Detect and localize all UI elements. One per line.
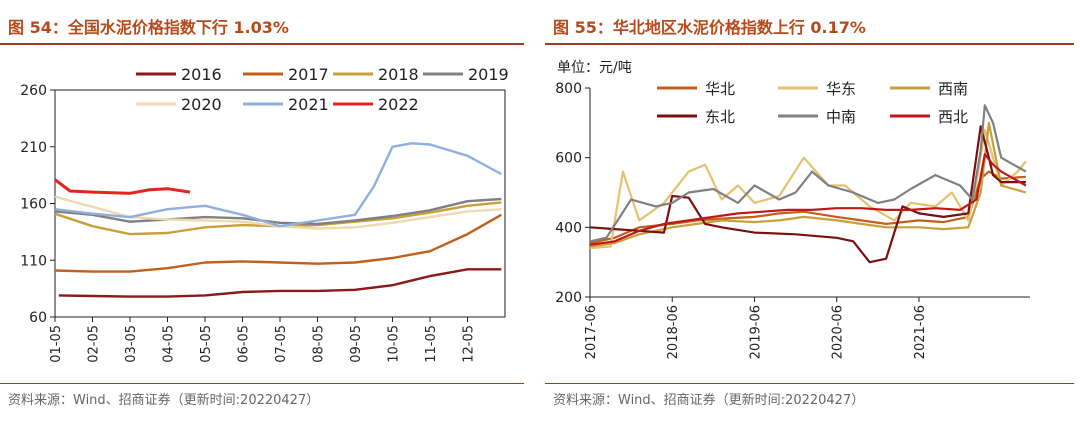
source-rule bbox=[0, 383, 524, 384]
legend-label-2018: 2018 bbox=[378, 65, 419, 84]
y-tick-label: 260 bbox=[20, 83, 47, 99]
series-line-2021 bbox=[54, 142, 502, 228]
legend-label-中南: 中南 bbox=[826, 108, 856, 126]
legend-label-2020: 2020 bbox=[181, 95, 222, 114]
unit-label: 单位：元/吨 bbox=[557, 60, 632, 76]
y-tick-label: 210 bbox=[20, 140, 47, 156]
source-rule bbox=[545, 383, 1074, 384]
y-tick-label: 110 bbox=[20, 253, 47, 269]
legend-label-华东: 华东 bbox=[826, 80, 856, 98]
x-tick-label: 08-05 bbox=[312, 325, 327, 363]
x-tick-label: 09-05 bbox=[349, 325, 364, 363]
legend-label-2022: 2022 bbox=[378, 95, 419, 114]
plot-area bbox=[54, 89, 506, 318]
x-tick-label: 12-05 bbox=[462, 325, 477, 363]
x-tick-label: 01-05 bbox=[49, 325, 64, 363]
title-rule bbox=[545, 43, 1074, 45]
legend-label-2021: 2021 bbox=[288, 95, 329, 114]
x-tick-label: 2019-06 bbox=[748, 305, 763, 359]
y-tick-label: 60 bbox=[29, 310, 47, 326]
series-line-西北 bbox=[589, 153, 1027, 246]
y-tick-label: 800 bbox=[555, 81, 582, 97]
x-tick-label: 06-05 bbox=[237, 325, 252, 363]
y-tick-label: 600 bbox=[555, 151, 582, 167]
x-tick-label: 2021-06 bbox=[913, 305, 928, 359]
series-line-2018 bbox=[54, 201, 502, 236]
series-line-东北 bbox=[589, 125, 1026, 264]
title-rule bbox=[0, 43, 524, 45]
figure-title: 图 55：华北地区水泥价格指数上行 0.17% bbox=[553, 18, 866, 37]
x-tick-label: 07-05 bbox=[274, 325, 289, 363]
x-tick-label: 10-05 bbox=[387, 325, 402, 363]
chart-panel-national: 图 54：全国水泥价格指数下行 1.03% 260 210 160 110 60 01-0… bbox=[0, 0, 530, 422]
x-tick-label: 2018-06 bbox=[666, 305, 681, 359]
x-tick-label: 11-05 bbox=[424, 325, 439, 363]
x-tick-label: 2017-06 bbox=[584, 305, 599, 359]
series-line-西南 bbox=[589, 121, 1027, 248]
series-line-2022 bbox=[54, 178, 191, 195]
chart-panel-north-china: 图 55：华北地区水泥价格指数上行 0.17% 单位：元/吨 800 600 400 2… bbox=[545, 0, 1080, 422]
series-line-中南 bbox=[589, 104, 1027, 243]
legend-label-2017: 2017 bbox=[288, 65, 329, 84]
source-note: 资料来源：Wind、招商证券（更新时间:20220427） bbox=[8, 393, 320, 408]
source-note: 资料来源：Wind、招商证券（更新时间:20220427） bbox=[553, 393, 865, 408]
x-tick-label: 05-05 bbox=[199, 325, 214, 363]
series-line-2016 bbox=[58, 268, 502, 298]
legend-label-2019: 2019 bbox=[468, 65, 509, 84]
x-tick-label: 04-05 bbox=[162, 325, 177, 363]
x-tick-label: 2020-06 bbox=[831, 305, 846, 359]
x-tick-label: 03-05 bbox=[124, 325, 139, 363]
legend-label-华北: 华北 bbox=[705, 80, 735, 98]
legend-label-2016: 2016 bbox=[181, 65, 222, 84]
x-tick-label: 02-05 bbox=[87, 325, 102, 363]
series-line-2019 bbox=[54, 197, 502, 226]
y-tick-label: 160 bbox=[20, 197, 47, 213]
y-tick-label: 400 bbox=[555, 220, 582, 236]
legend-label-西北: 西北 bbox=[938, 108, 968, 126]
series-line-2017 bbox=[54, 213, 502, 273]
y-tick-label: 200 bbox=[555, 290, 582, 306]
figure-title: 图 54：全国水泥价格指数下行 1.03% bbox=[8, 18, 289, 37]
legend-label-西南: 西南 bbox=[938, 80, 968, 98]
legend-label-东北: 东北 bbox=[705, 108, 735, 126]
